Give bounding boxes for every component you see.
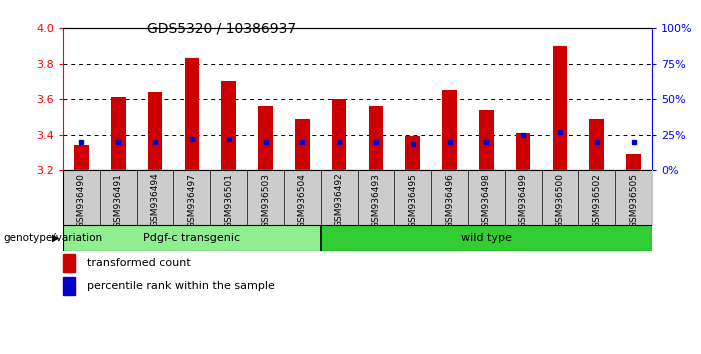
Bar: [505, 170, 542, 225]
Bar: [63, 253, 75, 272]
Text: GSM936504: GSM936504: [298, 173, 307, 228]
Bar: [442, 90, 457, 170]
Bar: [369, 106, 383, 170]
Text: GSM936495: GSM936495: [408, 173, 417, 228]
Bar: [552, 46, 567, 170]
Text: Pdgf-c transgenic: Pdgf-c transgenic: [143, 233, 240, 243]
Text: GSM936499: GSM936499: [519, 173, 528, 228]
Text: GSM936493: GSM936493: [372, 173, 381, 228]
Bar: [222, 81, 236, 170]
Text: GSM936502: GSM936502: [592, 173, 601, 228]
Bar: [320, 170, 358, 225]
Bar: [174, 170, 210, 225]
Bar: [542, 170, 578, 225]
Text: ▶: ▶: [52, 233, 60, 243]
Bar: [590, 119, 604, 170]
Bar: [210, 170, 247, 225]
Text: GSM936500: GSM936500: [555, 173, 564, 228]
Bar: [358, 170, 394, 225]
Text: genotype/variation: genotype/variation: [4, 233, 102, 243]
Bar: [578, 170, 615, 225]
Text: GSM936503: GSM936503: [261, 173, 270, 228]
Bar: [284, 170, 321, 225]
Text: GSM936492: GSM936492: [334, 173, 343, 227]
Bar: [63, 170, 100, 225]
Bar: [148, 92, 163, 170]
Bar: [516, 133, 531, 170]
Text: GSM936505: GSM936505: [629, 173, 638, 228]
Bar: [468, 170, 505, 225]
Bar: [247, 170, 284, 225]
Bar: [615, 170, 652, 225]
Bar: [100, 170, 137, 225]
Bar: [137, 170, 174, 225]
Text: GSM936494: GSM936494: [151, 173, 160, 227]
Bar: [405, 136, 420, 170]
Bar: [479, 110, 494, 170]
Bar: [394, 170, 431, 225]
Text: GSM936491: GSM936491: [114, 173, 123, 228]
Text: GSM936490: GSM936490: [77, 173, 86, 228]
Text: GSM936498: GSM936498: [482, 173, 491, 228]
Bar: [111, 97, 125, 170]
Bar: [320, 225, 652, 251]
Bar: [258, 106, 273, 170]
Text: GSM936497: GSM936497: [187, 173, 196, 228]
Bar: [431, 170, 468, 225]
Bar: [63, 225, 320, 251]
Text: transformed count: transformed count: [87, 258, 191, 268]
Bar: [626, 154, 641, 170]
Bar: [332, 99, 346, 170]
Text: GSM936496: GSM936496: [445, 173, 454, 228]
Text: GSM936501: GSM936501: [224, 173, 233, 228]
Bar: [184, 58, 199, 170]
Text: GDS5320 / 10386937: GDS5320 / 10386937: [147, 21, 297, 35]
Bar: [74, 145, 89, 170]
Bar: [295, 119, 310, 170]
Bar: [63, 277, 75, 295]
Text: wild type: wild type: [461, 233, 512, 243]
Text: percentile rank within the sample: percentile rank within the sample: [87, 281, 275, 291]
